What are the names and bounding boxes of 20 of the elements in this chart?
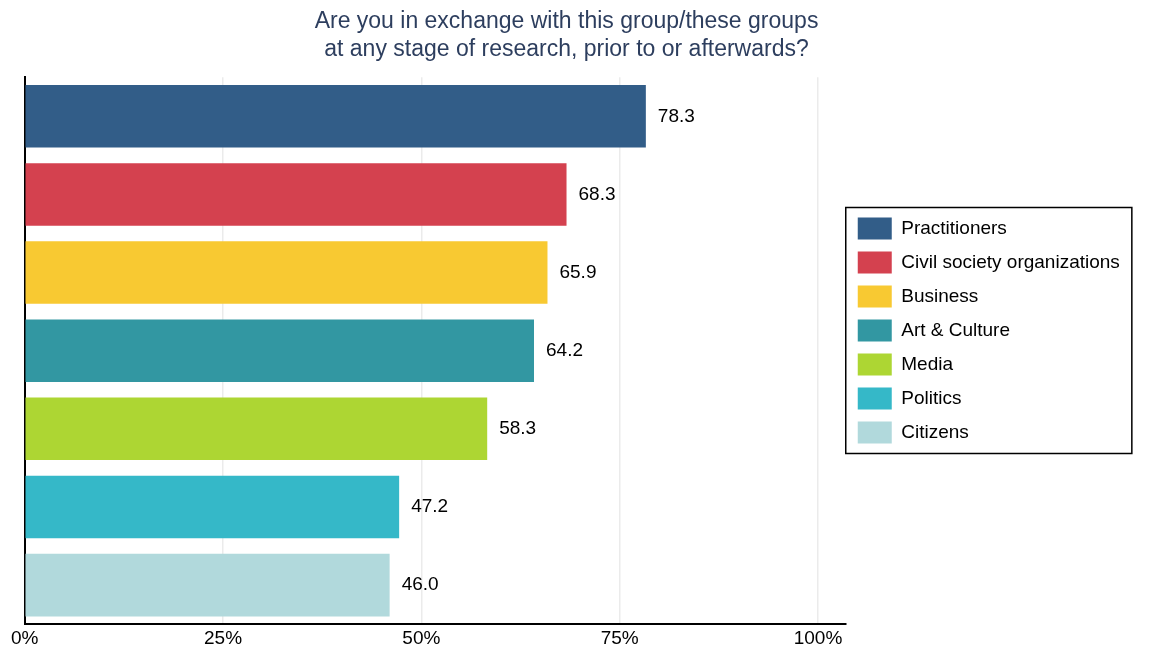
x-tick-label: 0% <box>11 626 39 648</box>
data-label: 68.3 <box>578 182 616 204</box>
legend-label: Civil society organizations <box>901 250 1120 272</box>
x-tick-label: 50% <box>402 626 441 648</box>
data-label: 65.9 <box>559 260 597 282</box>
legend-label: Media <box>901 352 954 374</box>
legend-label: Art & Culture <box>901 318 1011 340</box>
data-label: 78.3 <box>657 104 695 126</box>
legend-label: Citizens <box>901 420 969 442</box>
x-tick-label: 75% <box>600 626 639 648</box>
data-label: 46.0 <box>401 573 439 595</box>
data-label: 64.2 <box>546 338 583 360</box>
x-tick-label: 25% <box>204 626 243 648</box>
data-label: 47.2 <box>411 495 449 517</box>
legend-label: Politics <box>901 386 962 408</box>
legend-label: Practitioners <box>901 216 1007 238</box>
data-label: 58.3 <box>499 417 537 439</box>
x-tick-label: 100% <box>793 626 843 648</box>
chart-title: Are you in exchange with this group/these groups at any stage of research, prior to or afterwards? <box>314 7 819 61</box>
legend-label: Business <box>901 284 979 306</box>
